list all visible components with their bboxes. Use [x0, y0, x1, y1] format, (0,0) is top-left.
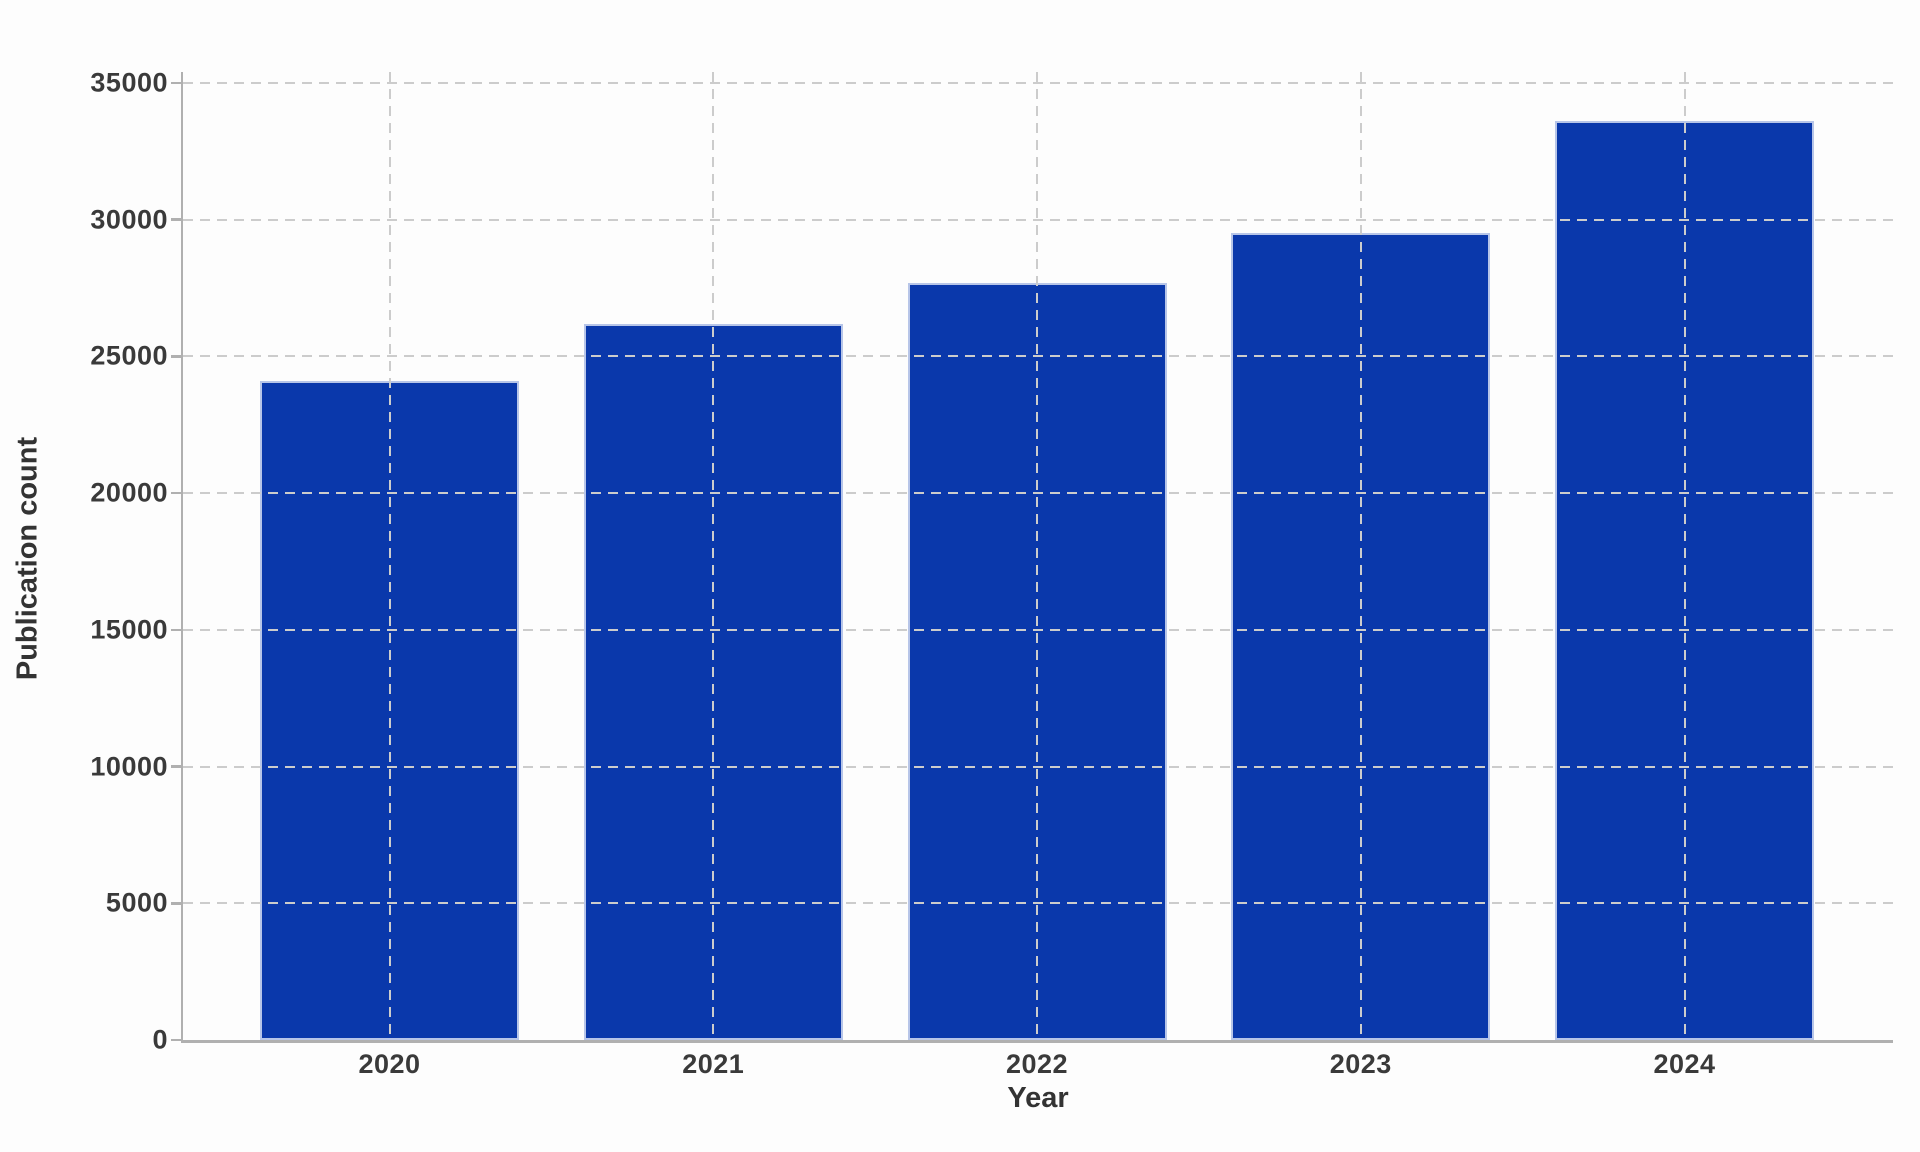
x-axis-title: Year: [1007, 1082, 1069, 1114]
y-tick-mark-0: [171, 1038, 183, 1042]
bar-2024: [1555, 121, 1814, 1040]
h-gridline-35000: [183, 82, 1893, 85]
y-tick-mark-30000: [171, 218, 183, 221]
y-tick-mark-25000: [171, 355, 183, 358]
y-tick-label-35000: 35000: [90, 67, 168, 98]
y-axis-title: Publication count: [11, 436, 44, 681]
bar-2020: [260, 381, 519, 1040]
y-axis-line: [180, 72, 183, 1040]
y-tick-mark-20000: [171, 491, 183, 495]
x-tick-label-2023: 2023: [1329, 1049, 1392, 1079]
y-tick-label-5000: 5000: [105, 887, 168, 918]
x-tick-label-2024: 2024: [1653, 1049, 1716, 1079]
y-tick-mark-10000: [171, 765, 183, 768]
bar-2023: [1231, 233, 1491, 1040]
y-tick-label-20000: 20000: [90, 477, 168, 508]
y-tick-label-15000: 15000: [90, 614, 168, 645]
plot-area: [180, 72, 1893, 1043]
y-tick-label-0: 0: [152, 1024, 168, 1055]
y-tick-label-10000: 10000: [90, 751, 168, 782]
bar-2022: [907, 282, 1167, 1040]
y-tick-mark-35000: [171, 81, 183, 85]
y-tick-mark-15000: [171, 628, 183, 632]
y-tick-label-30000: 30000: [90, 204, 168, 235]
x-axis-line: [180, 1040, 1893, 1043]
bar-2021: [583, 323, 843, 1040]
y-tick-label-25000: 25000: [90, 340, 168, 371]
x-tick-label-2020: 2020: [358, 1049, 421, 1079]
y-tick-mark-5000: [171, 902, 183, 905]
x-tick-label-2022: 2022: [1005, 1049, 1069, 1079]
x-tick-label-2021: 2021: [682, 1049, 745, 1079]
